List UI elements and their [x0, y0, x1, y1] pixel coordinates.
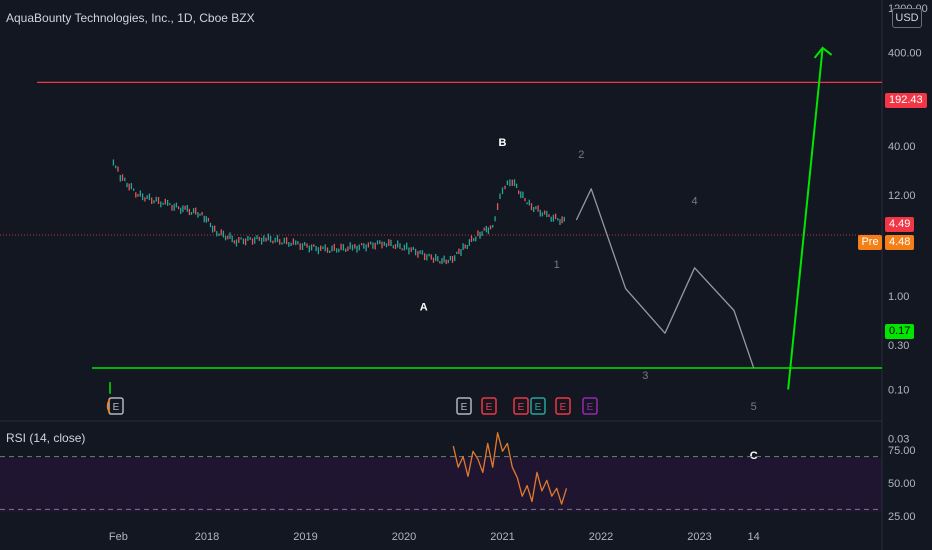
- earnings-marker-label: E: [486, 402, 493, 413]
- currency-button[interactable]: USD: [892, 8, 922, 28]
- rsi-label: RSI (14, close): [6, 431, 86, 445]
- earnings-marker: E: [555, 397, 571, 415]
- wave-label-4: 4: [692, 196, 698, 208]
- price-axis-tick: 40.00: [888, 141, 916, 153]
- time-axis-tick: 14: [748, 531, 760, 543]
- earnings-marker: E: [530, 397, 546, 415]
- earnings-marker-box: [530, 397, 546, 415]
- earnings-marker-box: [513, 397, 529, 415]
- projection-arrowhead: [813, 46, 833, 59]
- time-axis-tick: 2020: [392, 531, 416, 543]
- rsi-line: [452, 432, 568, 505]
- pre-market-label: Pre: [858, 235, 882, 250]
- wave-label-1: 1: [554, 259, 560, 271]
- earnings-marker: E: [582, 397, 598, 415]
- earnings-marker-label: E: [560, 402, 567, 413]
- time-axis-tick: 2021: [490, 531, 514, 543]
- earnings-marker-box: [108, 397, 124, 415]
- wave-label-2: 2: [578, 149, 584, 161]
- wave-label-5: 5: [751, 401, 757, 413]
- earnings-marker-label: E: [113, 402, 120, 413]
- support-price-tag: 0.17: [885, 324, 915, 339]
- earnings-marker-label: E: [587, 402, 594, 413]
- rsi-axis-tick: 75.00: [888, 445, 916, 457]
- price-axis-tick: 0.30: [888, 340, 909, 352]
- last-price-tag: 4.49: [885, 217, 915, 232]
- earnings-marker-box: [582, 397, 598, 415]
- earnings-marker: E: [456, 397, 472, 415]
- wave-label-A: A: [420, 301, 428, 313]
- time-axis-tick: 2018: [195, 531, 219, 543]
- earnings-marker-box: [481, 397, 497, 415]
- axes: 3600.001200.00400.00120.0040.0012.001.00…: [109, 3, 928, 543]
- price-axis-tick: 0.03: [888, 433, 909, 445]
- earnings-marker-box: [555, 397, 571, 415]
- earnings-marker: E: [108, 397, 124, 415]
- price-axis-tick: 1.00: [888, 291, 909, 303]
- time-axis-tick: Feb: [109, 531, 128, 543]
- time-axis-tick: 2022: [589, 531, 613, 543]
- earnings-marker-label: E: [461, 402, 468, 413]
- projection-arrow: [787, 47, 824, 390]
- pre-market-price-tag: 4.48: [885, 235, 915, 250]
- rsi-axis-tick: 25.00: [888, 511, 916, 523]
- rsi-pane: [0, 432, 882, 510]
- wave-label-B: B: [499, 137, 507, 149]
- earnings-marker-box: [456, 397, 472, 415]
- rsi-band: [0, 458, 882, 512]
- earnings-marker-label: E: [518, 402, 525, 413]
- wave-label-3: 3: [642, 370, 648, 382]
- dividend-marker: [106, 398, 111, 414]
- price-axis-tick: 0.10: [888, 384, 909, 396]
- wave-label-C: C: [750, 450, 758, 462]
- price-axis-tick: 12.00: [888, 190, 916, 202]
- earnings-marker: E: [513, 397, 529, 415]
- chart-title: AquaBounty Technologies, Inc., 1D, Cboe …: [6, 11, 255, 25]
- price-axis-tick: 400.00: [888, 48, 922, 60]
- resistance-price-tag: 192.43: [885, 93, 927, 108]
- time-axis-tick: 2019: [293, 531, 317, 543]
- earnings-marker-label: E: [535, 402, 542, 413]
- time-axis-tick: 2023: [687, 531, 711, 543]
- earnings-marker: E: [481, 397, 497, 415]
- rsi-axis-tick: 50.00: [888, 478, 916, 490]
- forecast-path: [575, 188, 755, 369]
